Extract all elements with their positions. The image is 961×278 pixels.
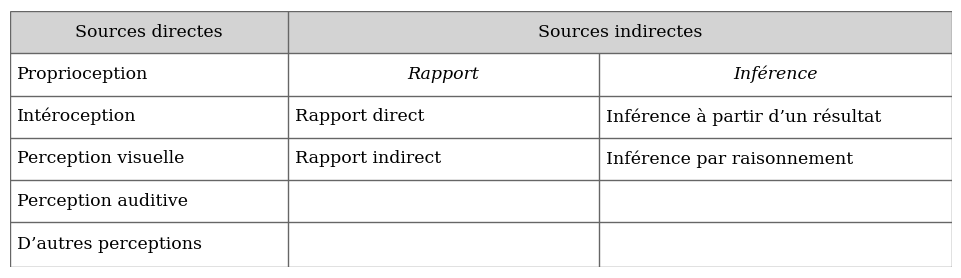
Text: Proprioception: Proprioception xyxy=(17,66,148,83)
Text: Rapport: Rapport xyxy=(407,66,479,83)
Text: Intéroception: Intéroception xyxy=(17,108,136,125)
Bar xyxy=(598,222,951,267)
Bar xyxy=(287,138,598,180)
Bar xyxy=(287,180,598,222)
Bar xyxy=(598,138,951,180)
Bar xyxy=(598,96,951,138)
Bar xyxy=(10,53,287,96)
Text: Inférence à partir d’un résultat: Inférence à partir d’un résultat xyxy=(605,108,880,126)
Text: D’autres perceptions: D’autres perceptions xyxy=(17,236,202,253)
Bar xyxy=(287,96,598,138)
Bar xyxy=(10,180,287,222)
Bar xyxy=(287,53,598,96)
Bar xyxy=(10,96,287,138)
Text: Rapport indirect: Rapport indirect xyxy=(295,150,441,167)
Text: Perception auditive: Perception auditive xyxy=(17,193,188,210)
Text: Sources indirectes: Sources indirectes xyxy=(537,24,702,41)
Text: Inférence: Inférence xyxy=(732,66,817,83)
Bar xyxy=(287,11,951,53)
Bar xyxy=(10,11,287,53)
Text: Perception visuelle: Perception visuelle xyxy=(17,150,185,167)
Text: Rapport direct: Rapport direct xyxy=(295,108,424,125)
Bar xyxy=(598,53,951,96)
Bar xyxy=(598,180,951,222)
Bar xyxy=(10,222,287,267)
Text: Sources directes: Sources directes xyxy=(75,24,222,41)
Bar xyxy=(287,222,598,267)
Bar xyxy=(10,138,287,180)
Text: Inférence par raisonnement: Inférence par raisonnement xyxy=(605,150,852,168)
